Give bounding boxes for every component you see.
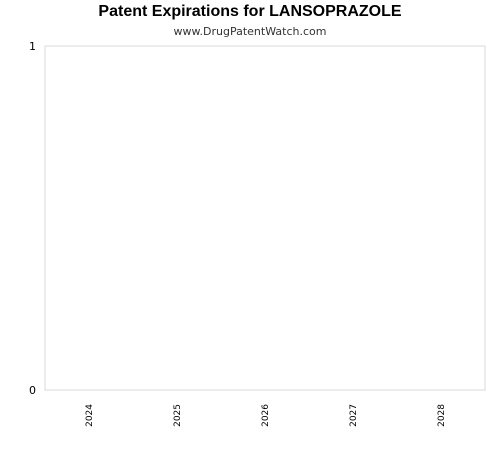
y-axis-ticks: 01: [29, 40, 36, 397]
chart-subtitle: www.DrugPatentWatch.com: [173, 25, 327, 38]
y-tick-label-1: 1: [29, 40, 36, 53]
x-tick-label-2025: 2025: [173, 404, 183, 427]
plot-area: [44, 45, 486, 391]
x-tick-label-2024: 2024: [85, 404, 95, 427]
x-tick-label-2028: 2028: [437, 404, 447, 427]
x-tick-label-2027: 2027: [349, 404, 359, 427]
x-tick-label-2026: 2026: [261, 404, 271, 427]
x-axis-ticks: 2024 2025 2026 2027 2028: [85, 404, 447, 427]
y-tick-label-0: 0: [29, 384, 36, 397]
chart-title: Patent Expirations for LANSOPRAZOLE: [98, 3, 402, 20]
